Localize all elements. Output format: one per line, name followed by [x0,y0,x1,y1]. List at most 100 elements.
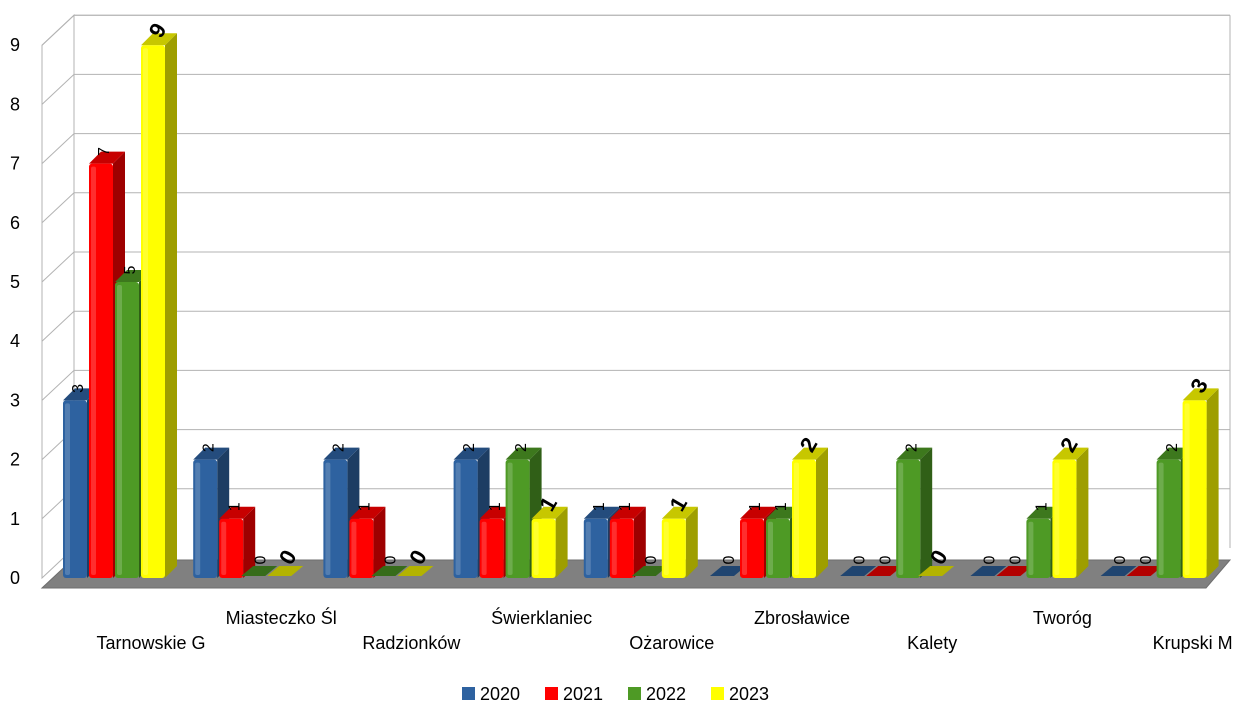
data-label: 2 [513,443,530,452]
legend-label: 2020 [480,684,520,704]
bar-highlight [611,521,617,575]
bar-side [685,506,698,578]
bar [397,566,434,576]
bar-top [219,506,256,519]
data-label: 1 [1034,502,1051,511]
category-label: Tarnowskie G [96,633,205,653]
bar-zero [267,566,304,576]
bar [371,566,408,576]
bar-highlight [351,521,357,575]
y-axis-ticks: 0 1 2 3 4 5 6 7 8 9 [10,35,20,588]
data-label: 0 [1112,555,1129,564]
bar-highlight [663,521,669,575]
legend-item: 2022 [628,684,686,704]
category-label: Radzionków [362,633,461,653]
gridline [41,369,1230,401]
bar-highlight [768,521,773,575]
bar-zero [371,566,408,576]
data-label: 3 [70,384,87,393]
gridline [41,14,1230,46]
legend-item: 2021 [545,684,603,704]
bar-highlight [221,521,227,575]
bar-top [1182,388,1219,401]
bar-front [141,45,165,578]
bar-highlight [507,462,513,575]
bar [866,566,903,576]
legend-swatch [711,687,724,700]
legend-swatch [462,687,475,700]
bar-top [583,506,620,519]
bar-zero [241,566,278,576]
bar [996,566,1033,576]
bar [609,506,646,578]
bar-top [323,447,360,460]
bar [219,506,256,578]
bar-top [1052,447,1089,460]
bar-highlight [794,462,799,575]
y-tick-label: 5 [10,272,20,292]
bar-side [920,447,933,578]
bar-top [193,447,230,460]
bar-zero [631,566,668,576]
bar-front [1182,400,1207,578]
category-label: Kalety [907,633,957,653]
data-label: 0 [1138,555,1155,564]
bar-highlight [195,462,201,575]
y-tick-label: 9 [10,35,20,55]
bar-side [373,506,386,578]
bar [193,447,230,578]
legend-label: 2022 [646,684,686,704]
y-tick-label: 1 [10,509,20,529]
bar-side [1076,447,1089,578]
bar-front [766,518,790,578]
y-tick-label: 0 [10,568,20,588]
bar-front [453,459,478,578]
category-label: Miasteczko Śl [226,607,337,628]
gridline [41,251,1230,283]
bar [531,506,568,578]
bar-top [89,151,125,164]
bar-front [1156,459,1181,578]
y-tick-label: 8 [10,94,20,114]
bar [792,447,828,578]
data-label: 5 [122,265,139,274]
bar-side [555,506,568,578]
bar-highlight [1158,462,1164,575]
bar-zero [710,566,746,576]
bar-front [505,459,530,578]
bar-side [633,506,646,578]
bar-side [816,447,828,578]
bar-top [792,447,828,460]
bar-zero [840,566,877,576]
data-label: 0 [982,555,999,564]
data-label: 1 [357,502,374,511]
bar-highlight [91,166,96,575]
category-labels: Tarnowskie G Miasteczko Śl Radzionków Świer… [96,607,1232,653]
bar-front [792,459,816,578]
bar-front [740,518,764,578]
bar-zero [918,566,955,576]
bar-highlight [585,521,591,575]
bars [63,33,1219,578]
bar-front [349,518,374,578]
y-tick-label: 6 [10,213,20,233]
bar-highlight [325,462,331,575]
bar [1182,388,1219,578]
bar-highlight [898,462,904,575]
bar-zero [866,566,903,576]
legend-item: 2023 [711,684,769,704]
bar-top [661,506,698,519]
bar-top [740,506,776,519]
legend-label: 2021 [563,684,603,704]
bar-zero [1100,566,1137,576]
bar-top [349,506,386,519]
bar-highlight [117,285,122,575]
data-label: 0 [721,555,738,564]
data-label: 1 [487,502,504,511]
bar-front [323,459,348,578]
data-label: 0 [1008,555,1025,564]
bar-top [896,447,933,460]
bar [267,566,304,576]
bar-front [1026,518,1051,578]
